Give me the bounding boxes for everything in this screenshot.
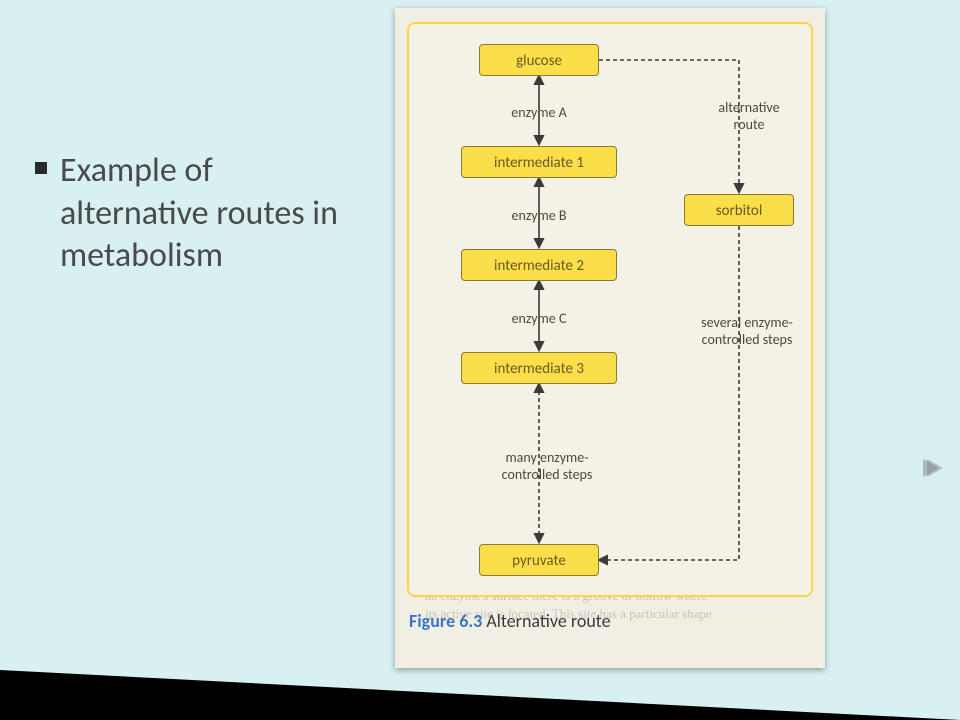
- edge-label-0: enzyme A: [504, 104, 574, 121]
- node-intermediate3: intermediate 3: [461, 352, 617, 384]
- bullet-marker: [35, 162, 47, 174]
- node-intermediate2: intermediate 2: [461, 249, 617, 281]
- node-pyruvate: pyruvate: [479, 544, 599, 576]
- decor-arrow-icon: [919, 455, 945, 481]
- bullet-text: Example of alternative routes in metabol…: [60, 150, 360, 278]
- edge-label-1: enzyme B: [504, 207, 574, 224]
- figure-number: Figure 6.3: [409, 610, 482, 632]
- diagram-panel: glucose intermediate 1 sorbitol intermediat…: [407, 22, 813, 597]
- node-sorbitol: sorbitol: [684, 194, 794, 226]
- edge-label-2: enzyme C: [504, 310, 574, 327]
- diagram-figure: Investigating the effect of heat on theb…: [395, 8, 825, 668]
- edge-label-3: alternative route: [699, 99, 799, 133]
- edge-label-4: several enzyme- controlled steps: [677, 314, 817, 348]
- figure-caption-text: Alternative route: [486, 610, 610, 632]
- node-glucose: glucose: [479, 44, 599, 76]
- edge-label-5: many enzyme- controlled steps: [477, 449, 617, 483]
- arrow-5: [599, 226, 739, 560]
- node-intermediate1: intermediate 1: [461, 146, 617, 178]
- figure-caption: Figure 6.3 Alternative route: [409, 610, 611, 632]
- slide: Example of alternative routes in metabol…: [0, 0, 960, 720]
